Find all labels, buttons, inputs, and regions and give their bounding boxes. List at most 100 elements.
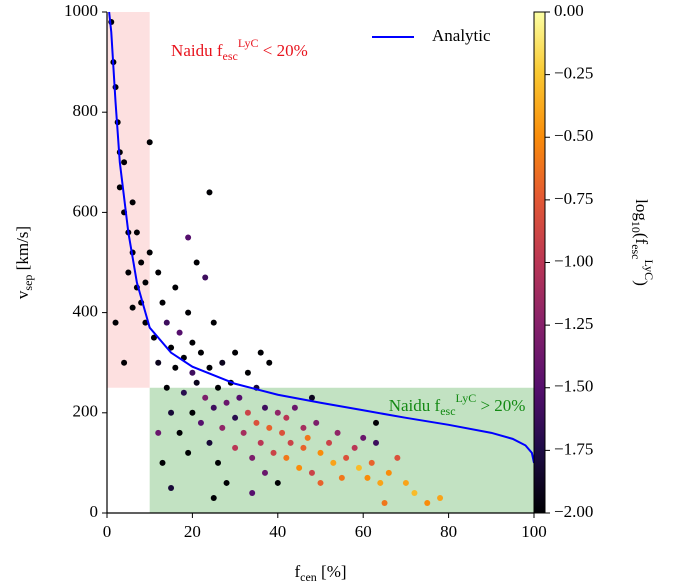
scatter-point xyxy=(121,159,128,166)
analytic-line xyxy=(108,11,535,464)
scatter-point xyxy=(185,234,192,241)
scatter-point xyxy=(266,424,273,431)
x-tick-label: 60 xyxy=(355,522,372,541)
scatter-point xyxy=(125,269,132,276)
scatter-point xyxy=(373,419,380,426)
scatter-point xyxy=(193,379,200,386)
scatter-point xyxy=(261,404,268,411)
scatter-point xyxy=(317,449,324,456)
region-label: Naidu fescLyC < 20% xyxy=(171,36,308,63)
scatter-point xyxy=(287,439,294,446)
scatter-point xyxy=(150,334,157,341)
scatter-point xyxy=(168,484,175,491)
scatter-point xyxy=(283,454,290,461)
scatter-point xyxy=(206,439,213,446)
scatter-point xyxy=(172,284,179,291)
x-tick-label: 100 xyxy=(521,522,547,541)
scatter-point xyxy=(159,299,166,306)
scatter-point xyxy=(330,459,337,466)
region-label-part: < 20% xyxy=(259,41,308,60)
scatter-point xyxy=(206,364,213,371)
scatter-point xyxy=(176,329,183,336)
scatter-point xyxy=(155,359,162,366)
colorbar-tick-label: −2.00 xyxy=(554,502,593,521)
scatter-point xyxy=(215,384,222,391)
scatter-point xyxy=(257,349,264,356)
scatter-point xyxy=(274,479,281,486)
scatter-point xyxy=(300,424,307,431)
region-label-part: esc xyxy=(223,49,238,63)
scatter-point xyxy=(437,494,444,501)
scatter-point xyxy=(381,499,388,506)
scatter-point xyxy=(202,394,209,401)
scatter-point xyxy=(308,394,315,401)
region-label-part: Naidu f xyxy=(389,396,441,415)
scatter-point xyxy=(351,444,358,451)
y-tick-label: 200 xyxy=(73,402,99,421)
scatter-point xyxy=(360,434,367,441)
scatter-point xyxy=(261,469,268,476)
colorbar-tick-label: −1.25 xyxy=(554,314,593,333)
scatter-point xyxy=(202,274,209,281)
scatter-point xyxy=(244,409,251,416)
scatter-point xyxy=(304,434,311,441)
scatter-point xyxy=(210,404,217,411)
scatter-point xyxy=(334,429,341,436)
scatter-point xyxy=(232,444,239,451)
scatter-point xyxy=(394,454,401,461)
scatter-point xyxy=(206,189,213,196)
scatter-point xyxy=(159,459,166,466)
colorbar-tick-label: −0.75 xyxy=(554,189,593,208)
scatter-point xyxy=(385,469,392,476)
scatter-point xyxy=(244,369,251,376)
scatter-point xyxy=(283,414,290,421)
scatter-point xyxy=(185,309,192,316)
colorbar-label-part: (f xyxy=(632,233,651,245)
scatter-point xyxy=(257,439,264,446)
scatter-point xyxy=(172,364,179,371)
scatter-point xyxy=(142,279,149,286)
scatter-point xyxy=(129,304,136,311)
scatter-point xyxy=(189,369,196,376)
colorbar-label-part: 10 xyxy=(629,221,643,233)
scatter-point xyxy=(343,454,350,461)
colorbar-tick-label: −1.75 xyxy=(554,439,593,458)
scatter-point xyxy=(296,464,303,471)
scatter-point xyxy=(236,394,243,401)
colorbar-label: log10(fescLyC) xyxy=(629,199,656,286)
colorbar-label-part: LyC xyxy=(642,260,656,281)
scatter-point xyxy=(155,269,162,276)
y-axis-label-part: v xyxy=(13,290,32,299)
colorbar-tick-label: −0.50 xyxy=(554,126,593,145)
scatter-point xyxy=(424,499,431,506)
x-axis-label-part: cen xyxy=(300,570,317,584)
colorbar-tick-label: −1.00 xyxy=(554,251,593,270)
scatter-point xyxy=(300,444,307,451)
scatter-point xyxy=(189,339,196,346)
colorbar-tick-label: −0.25 xyxy=(554,64,593,83)
scatter-point xyxy=(223,479,230,486)
scatter-point xyxy=(291,404,298,411)
scatter-point xyxy=(317,479,324,486)
scatter-point xyxy=(232,414,239,421)
scatter-point xyxy=(180,389,187,396)
scatter-point xyxy=(121,359,128,366)
y-tick-label: 600 xyxy=(73,201,99,220)
x-axis-label-part: [%] xyxy=(317,562,347,581)
scatter-point xyxy=(163,319,170,326)
scatter-point xyxy=(210,494,217,501)
y-tick-label: 400 xyxy=(73,302,99,321)
scatter-point xyxy=(355,464,362,471)
y-tick-label: 0 xyxy=(90,502,99,521)
scatter-point xyxy=(116,184,123,191)
scatter-point xyxy=(279,429,286,436)
scatter-point xyxy=(377,479,384,486)
scatter-point xyxy=(364,474,371,481)
scatter-point xyxy=(308,469,315,476)
scatter-point xyxy=(133,229,140,236)
scatter-point xyxy=(168,409,175,416)
scatter-point xyxy=(197,419,204,426)
scatter-point xyxy=(411,489,418,496)
scatter-point xyxy=(249,489,256,496)
